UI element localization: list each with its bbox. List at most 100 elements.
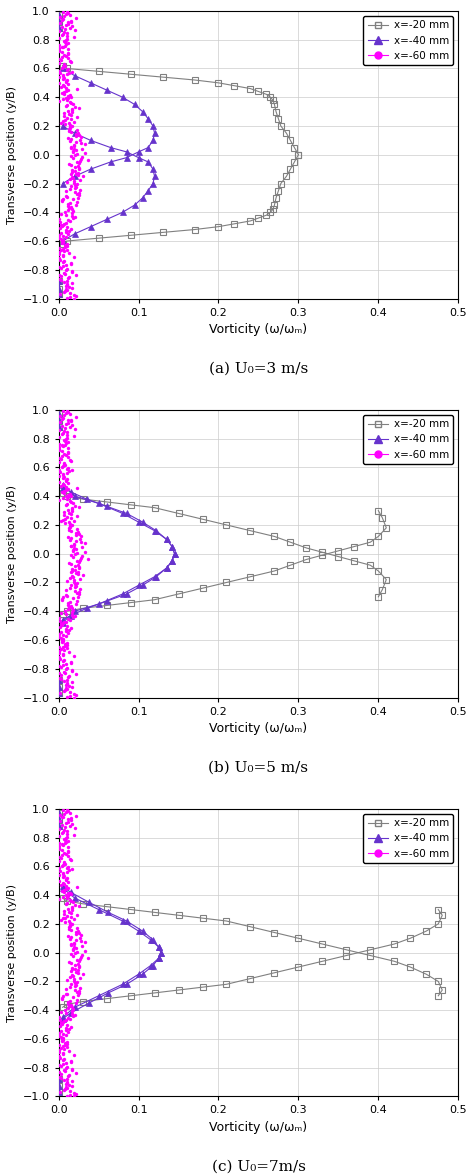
Point <box>71 818 79 837</box>
Point <box>61 419 68 437</box>
Point <box>65 105 73 123</box>
Point <box>55 61 63 80</box>
Point <box>67 575 75 594</box>
Point <box>69 16 76 35</box>
Point <box>73 153 81 172</box>
Point <box>55 209 63 228</box>
Point <box>65 114 73 133</box>
Point <box>69 601 76 620</box>
Point <box>71 976 79 995</box>
Point <box>62 1018 70 1037</box>
Point <box>58 442 65 461</box>
Point <box>56 463 64 482</box>
Point <box>55 270 63 289</box>
Point <box>73 906 81 924</box>
Point <box>55 243 63 262</box>
Point <box>63 980 70 998</box>
Point <box>68 602 75 621</box>
Point <box>60 76 68 95</box>
Point <box>64 873 72 891</box>
Point <box>61 817 68 836</box>
Point <box>58 1031 66 1050</box>
Point <box>63 487 70 506</box>
Point <box>65 503 73 522</box>
Point <box>67 176 75 195</box>
Point <box>64 884 72 903</box>
Point <box>69 116 76 135</box>
Point <box>59 807 66 826</box>
Point <box>67 890 74 909</box>
Point <box>63 1057 71 1076</box>
Point <box>55 848 63 867</box>
Point <box>56 1010 64 1029</box>
Point <box>75 159 83 178</box>
Point <box>55 608 63 627</box>
Point <box>82 533 89 552</box>
Point <box>58 666 65 684</box>
Point <box>74 985 82 1004</box>
Point <box>69 160 76 179</box>
Point <box>73 185 81 203</box>
Point <box>55 838 63 857</box>
Point <box>61 804 68 823</box>
Point <box>69 940 77 958</box>
Point <box>67 492 74 510</box>
Point <box>61 69 68 88</box>
Point <box>71 581 78 600</box>
Point <box>59 239 66 258</box>
Point <box>62 47 70 66</box>
Point <box>69 95 77 114</box>
Point <box>62 586 70 604</box>
X-axis label: Vorticity (ω/ωₘ): Vorticity (ω/ωₘ) <box>210 722 308 735</box>
Point <box>61 1013 68 1031</box>
Point <box>72 1084 80 1103</box>
Point <box>62 432 69 450</box>
Point <box>60 475 68 494</box>
Point <box>64 600 72 619</box>
Point <box>58 267 65 286</box>
Point <box>64 863 71 882</box>
Point <box>74 961 82 980</box>
Point <box>60 75 67 94</box>
Point <box>64 995 71 1014</box>
Point <box>65 1042 73 1061</box>
Point <box>66 610 74 629</box>
Point <box>72 922 80 941</box>
Point <box>71 98 78 116</box>
Point <box>73 592 81 610</box>
Point <box>70 607 77 626</box>
Point <box>62 802 69 821</box>
Point <box>58 409 66 428</box>
Point <box>65 643 73 662</box>
Point <box>64 236 71 255</box>
Point <box>73 107 81 126</box>
Point <box>66 686 73 704</box>
Point <box>63 426 71 445</box>
Point <box>58 1065 65 1084</box>
Point <box>67 903 75 922</box>
Point <box>73 994 80 1013</box>
Point <box>68 102 75 121</box>
Point <box>55 1007 63 1025</box>
Point <box>73 543 81 562</box>
Point <box>57 476 65 495</box>
Point <box>61 214 68 233</box>
Point <box>62 984 70 1003</box>
Point <box>67 87 75 106</box>
Point <box>60 880 68 898</box>
Point <box>64 1023 71 1042</box>
Point <box>58 192 65 211</box>
Y-axis label: Transverse position (y/B): Transverse position (y/B) <box>7 485 17 623</box>
Point <box>67 486 75 505</box>
Point <box>58 816 65 835</box>
Point <box>73 145 81 163</box>
Point <box>64 269 72 288</box>
Point <box>55 441 63 460</box>
Point <box>64 414 72 433</box>
Point <box>62 1003 69 1022</box>
Point <box>66 579 73 597</box>
Point <box>67 1053 75 1071</box>
X-axis label: Vorticity (ω/ωₘ): Vorticity (ω/ωₘ) <box>210 323 308 336</box>
Point <box>63 95 71 114</box>
Point <box>56 1049 64 1068</box>
